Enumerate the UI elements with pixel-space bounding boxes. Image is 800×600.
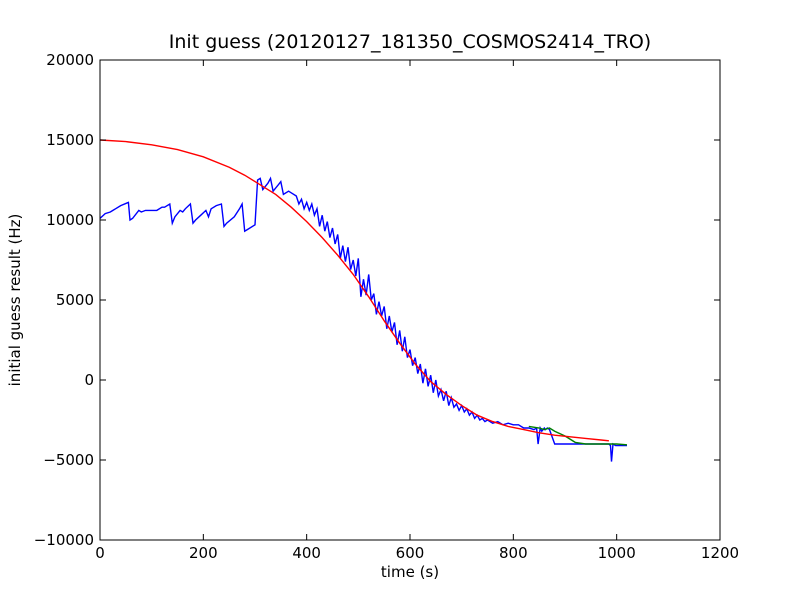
x-tick-label: 800 xyxy=(499,544,528,562)
x-axis-label: time (s) xyxy=(381,563,439,581)
plot-frame xyxy=(99,59,721,541)
x-tick-label: 200 xyxy=(189,544,218,562)
x-tick-label: 600 xyxy=(396,544,425,562)
x-tick-label: 0 xyxy=(95,544,105,562)
x-tick-label: 400 xyxy=(292,544,321,562)
y-axis-label: initial guess result (Hz) xyxy=(6,214,24,387)
y-tick-label: 10000 xyxy=(46,211,94,229)
chart-title: Init guess (20120127_181350_COSMOS2414_T… xyxy=(169,31,651,53)
y-tick-label: −5000 xyxy=(43,451,94,469)
x-tick-label: 1000 xyxy=(598,544,636,562)
y-tick-label: 0 xyxy=(84,371,94,389)
y-tick-label: 15000 xyxy=(46,131,94,149)
y-tick-label: −10000 xyxy=(34,531,94,549)
x-tick-label: 1200 xyxy=(701,544,739,562)
ticks-layer: 0 200 400 600 800 1000 1200 −10000 −5000 0 5000 100… xyxy=(34,51,739,562)
series-line-2 xyxy=(99,139,609,442)
y-tick-label: 20000 xyxy=(46,51,94,69)
series-layer xyxy=(99,139,628,462)
y-tick-label: 5000 xyxy=(56,291,94,309)
plot-area xyxy=(100,60,720,540)
series-line-1 xyxy=(528,425,628,446)
series-line-0 xyxy=(99,176,627,462)
